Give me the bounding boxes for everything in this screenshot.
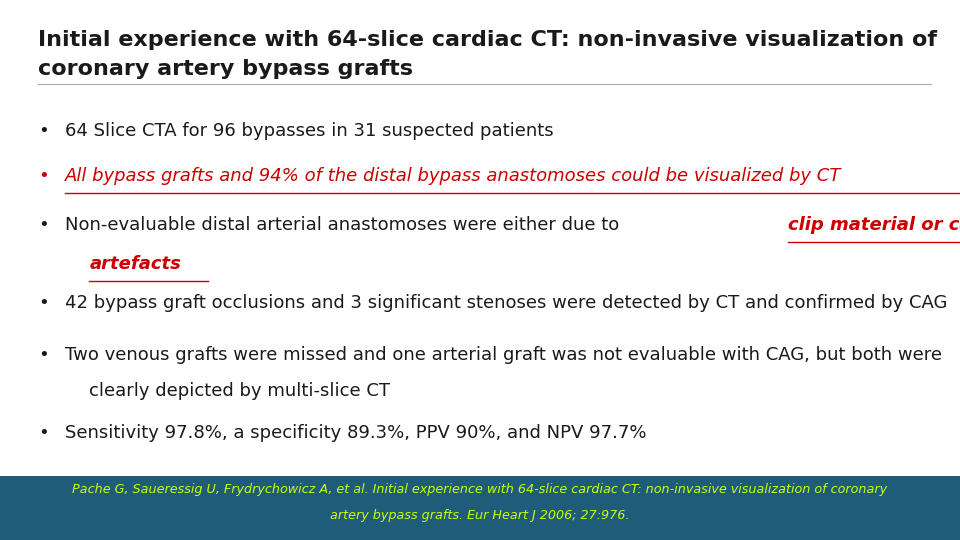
Text: •: •	[38, 346, 49, 363]
Text: clearly depicted by multi-slice CT: clearly depicted by multi-slice CT	[89, 382, 391, 400]
Text: Pache G, Saueressig U, Frydrychowicz A, et al. Initial experience with 64-slice : Pache G, Saueressig U, Frydrychowicz A, …	[72, 483, 888, 496]
Text: Sensitivity 97.8%, a specificity 89.3%, PPV 90%, and NPV 97.7%: Sensitivity 97.8%, a specificity 89.3%, …	[65, 424, 647, 442]
Text: All bypass grafts and 94% of the distal bypass anastomoses could be visualized b: All bypass grafts and 94% of the distal …	[65, 167, 842, 185]
FancyBboxPatch shape	[0, 476, 960, 540]
Text: artery bypass grafts. Eur Heart J 2006; 27:976.: artery bypass grafts. Eur Heart J 2006; …	[330, 509, 630, 522]
Text: •: •	[38, 216, 49, 234]
Text: •: •	[38, 294, 49, 312]
Text: •: •	[38, 424, 49, 442]
Text: artefacts: artefacts	[89, 255, 181, 273]
Text: Initial experience with 64-slice cardiac CT: non-invasive visualization of: Initial experience with 64-slice cardiac…	[38, 30, 937, 50]
Text: Non-evaluable distal arterial anastomoses were either due to: Non-evaluable distal arterial anastomose…	[65, 216, 625, 234]
Text: 42 bypass graft occlusions and 3 significant stenoses were detected by CT and co: 42 bypass graft occlusions and 3 signifi…	[65, 294, 948, 312]
Text: clip material or calcification: clip material or calcification	[788, 216, 960, 234]
Text: •: •	[38, 122, 49, 139]
Text: coronary artery bypass grafts: coronary artery bypass grafts	[38, 59, 414, 79]
Text: •: •	[38, 167, 49, 185]
Text: Two venous grafts were missed and one arterial graft was not evaluable with CAG,: Two venous grafts were missed and one ar…	[65, 346, 943, 363]
Text: 64 Slice CTA for 96 bypasses in 31 suspected patients: 64 Slice CTA for 96 bypasses in 31 suspe…	[65, 122, 554, 139]
